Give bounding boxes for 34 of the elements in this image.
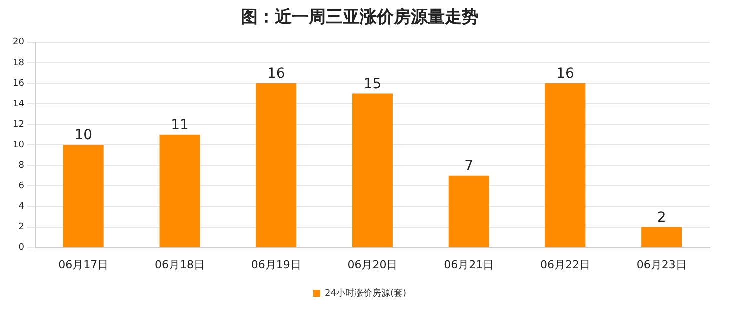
bar [256,83,297,248]
x-tick-label: 06月19日 [251,258,302,272]
data-label: 10 [74,128,93,144]
y-tick-label: 14 [13,99,25,110]
y-tick-label: 2 [18,222,24,233]
bar [545,83,586,248]
bar [63,145,104,248]
y-tick-label: 10 [13,140,25,150]
bar [352,94,393,248]
y-tick-label: 8 [18,160,25,171]
x-tick-label: 06月23日 [636,258,687,272]
bar [160,134,200,248]
y-tick-label: 0 [18,243,25,254]
data-label: 15 [364,76,382,92]
x-tick-label: 06月18日 [155,258,205,272]
x-tick-label: 06月17日 [58,258,109,272]
bar [642,227,682,248]
y-tick-label: 16 [13,78,25,89]
bar [448,176,490,248]
y-tick-label: 18 [13,58,25,68]
x-tick-label: 06月22日 [540,258,590,272]
data-label: 16 [556,66,574,82]
chart-title: 图：近一周三亚涨价房源量走势 [241,8,479,28]
data-label: 2 [657,210,666,226]
y-tick-label: 20 [13,38,25,48]
x-tick-label: 06月21日 [444,258,494,272]
data-label: 16 [267,66,286,82]
legend-label: 24小时涨价房源(套) [325,288,406,299]
y-tick-label: 12 [13,120,24,130]
data-label: 11 [171,117,189,134]
y-tick-label: 4 [18,202,25,212]
x-tick-label: 06月20日 [348,258,398,272]
data-label: 7 [464,158,474,175]
y-tick-label: 6 [18,182,25,192]
